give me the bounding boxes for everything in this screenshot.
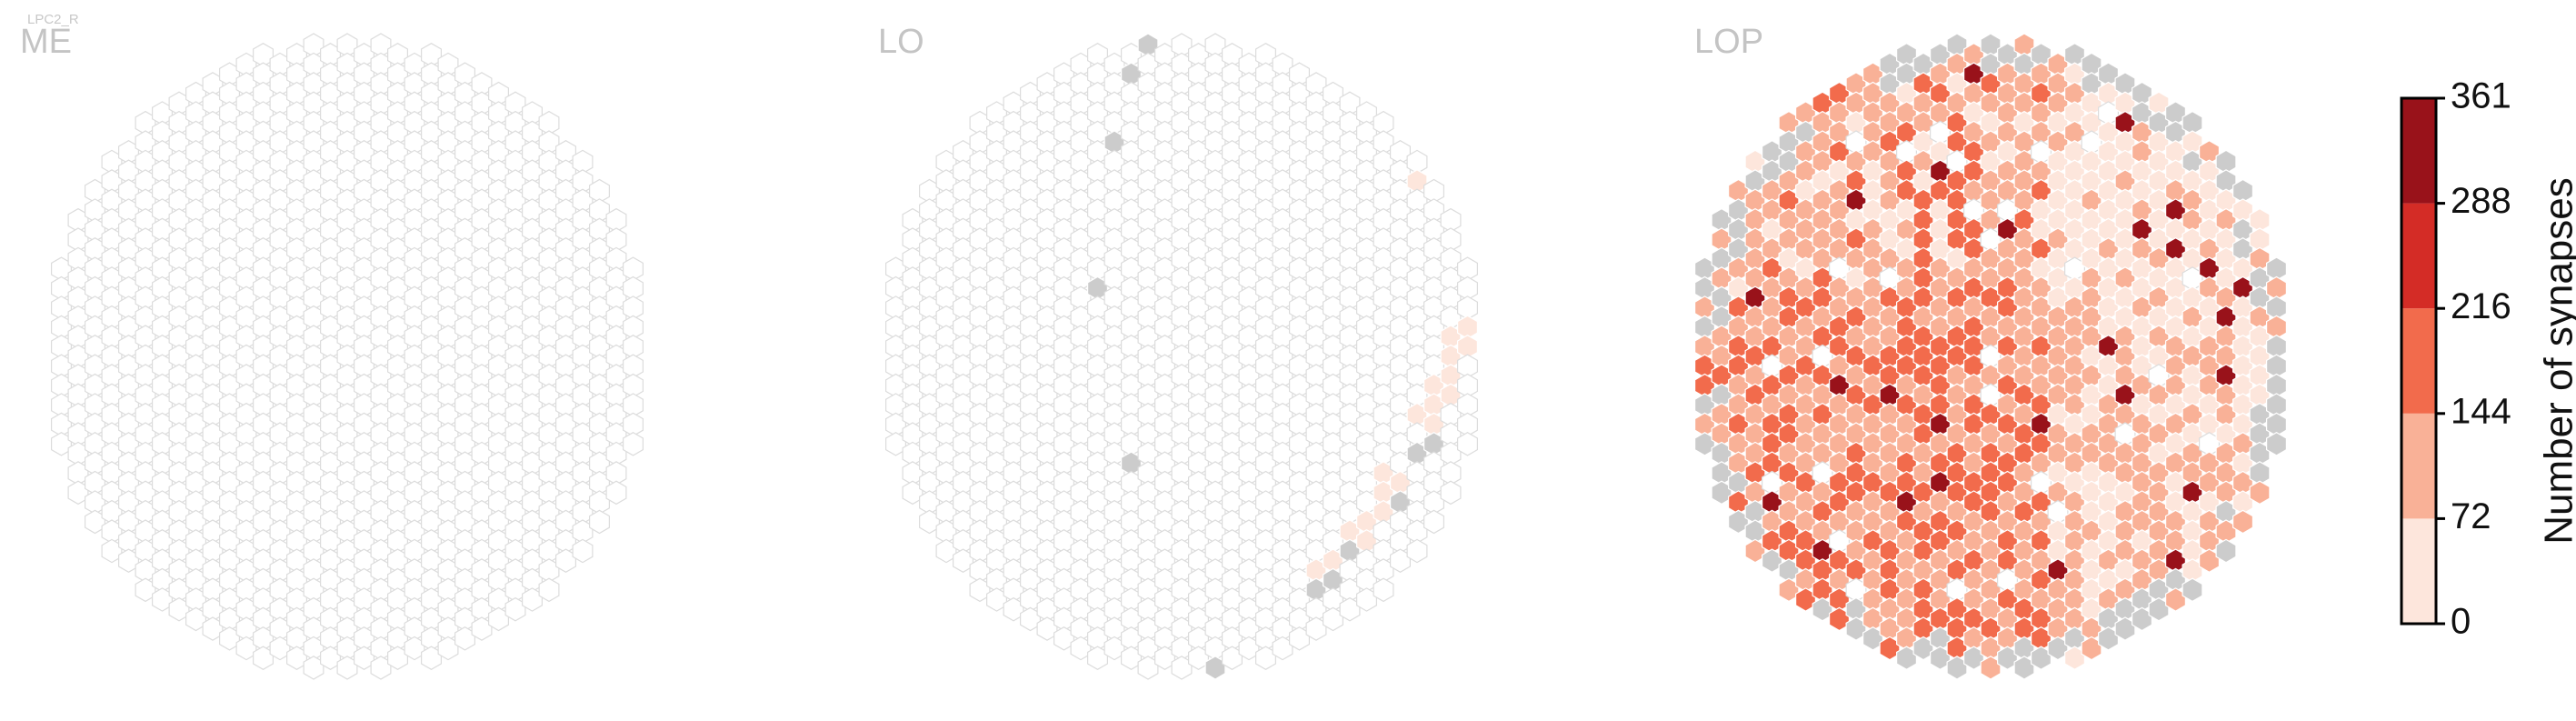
hex-cell	[1406, 538, 1428, 564]
panel-title-me: ME	[20, 23, 72, 61]
colorbar-bin	[2401, 308, 2436, 414]
colorbar: 0 72 144 216 288 361 Number of synapses	[2400, 76, 2576, 642]
hex-cell	[588, 509, 611, 535]
hex-cell	[622, 432, 644, 456]
panel-lo: LO	[878, 23, 1479, 680]
panel-title-lop: LOP	[1694, 23, 1763, 61]
hex-cell	[1423, 509, 1445, 535]
hex-grid-lo	[884, 33, 1479, 680]
hex-cell	[1373, 577, 1394, 603]
hex-cell	[2249, 480, 2271, 506]
hex-cell	[2232, 509, 2253, 535]
hex-cell	[2182, 577, 2203, 603]
hex-cell	[605, 480, 627, 506]
colorbar-frame	[2400, 96, 2438, 626]
colorbar-tick-label: 288	[2451, 181, 2511, 221]
colorbar-ticks: 0 72 144 216 288 361	[2436, 76, 2511, 642]
colorbar-tick-label: 144	[2451, 391, 2511, 431]
cell-type-label: LPC2_R	[27, 12, 79, 27]
colorbar-tick-label: 216	[2451, 286, 2511, 326]
hex-cell	[572, 538, 594, 564]
colorbar-bin	[2401, 203, 2436, 309]
colorbar-bins	[2401, 98, 2436, 624]
hex-cell	[1440, 480, 1462, 506]
colorbar-label: Number of synapses	[2537, 177, 2576, 545]
hex-cell	[2215, 538, 2237, 564]
colorbar-tick-label: 72	[2451, 496, 2491, 536]
colorbar-tick-label: 0	[2451, 602, 2471, 642]
panel-lop: LOP	[1693, 23, 2287, 680]
panel-title-lo: LO	[878, 23, 924, 61]
colorbar-bin	[2401, 413, 2436, 519]
hex-grid-me	[50, 33, 644, 680]
hex-cell	[2266, 432, 2287, 456]
hex-cell	[538, 577, 560, 603]
colorbar-tick-label: 361	[2451, 76, 2511, 116]
hex-cell	[1456, 432, 1479, 456]
hex-grid-lop	[1693, 33, 2287, 680]
colorbar-bin	[2401, 98, 2436, 204]
colorbar-bin	[2401, 518, 2436, 624]
panel-me: ME	[20, 23, 644, 680]
